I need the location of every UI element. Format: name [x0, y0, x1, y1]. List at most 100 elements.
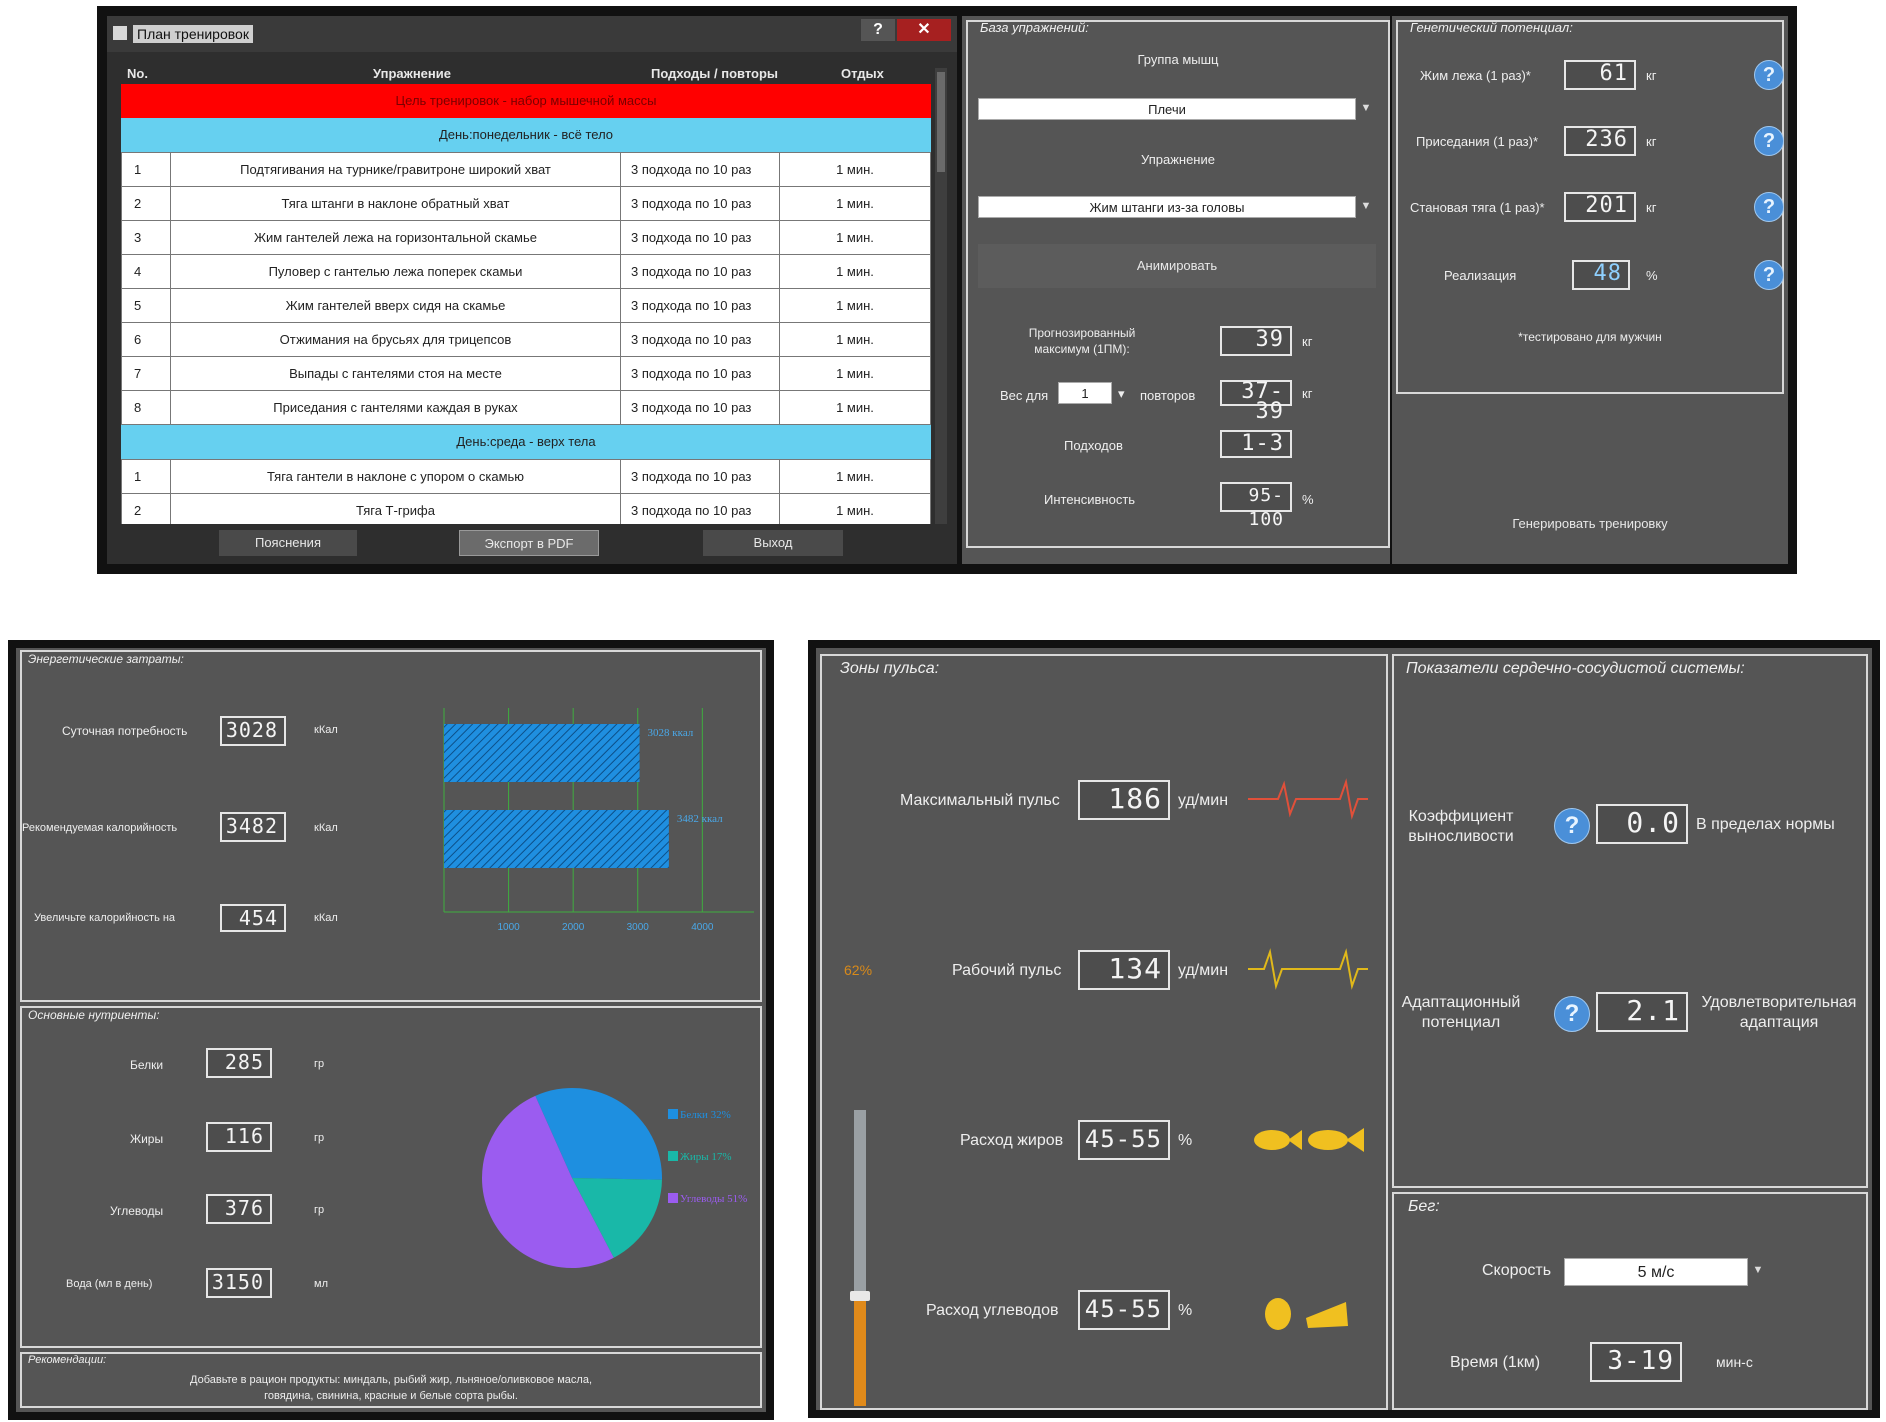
row-exercise: Тяга штанги в наклоне обратный хват — [170, 186, 621, 221]
row-sets: 3 подхода по 10 раз — [620, 459, 780, 494]
recommendations-title: Рекомендации: — [28, 1354, 107, 1366]
table-row[interactable]: 7 Выпады с гантелями стоя на месте 3 подхо… — [121, 356, 931, 391]
increase-label: Увеличьте калорийность на — [34, 912, 176, 924]
legend-label: Жиры 17% — [680, 1151, 732, 1163]
header-rest: Отдых — [841, 66, 884, 81]
water-display: 3150 — [206, 1268, 272, 1298]
help-icon[interactable]: ? — [1554, 808, 1590, 844]
title-bar: План тренировок ? ✕ — [107, 16, 957, 52]
carb-burn-unit: % — [1178, 1302, 1193, 1319]
exercise-select[interactable]: Жим штанги из-за головы — [978, 196, 1356, 218]
row-rest: 1 мин. — [779, 459, 931, 494]
pulse-slider-track[interactable] — [850, 1110, 870, 1406]
table-row[interactable]: 2 Тяга штанги в наклоне обратный хват 3 по… — [121, 186, 931, 221]
speed-select[interactable]: 5 м/с — [1564, 1258, 1748, 1286]
fat-burn-display: 45-55 — [1078, 1120, 1170, 1160]
work-pulse-unit: уд/мин — [1178, 962, 1229, 979]
cardio-window: Зоны пульса: Максимальный пульс 186 уд/м… — [816, 648, 1872, 1410]
squat-label: Приседания (1 раз)* — [1416, 134, 1539, 149]
pulse-slider-thumb[interactable] — [850, 1291, 870, 1302]
row-number: 8 — [121, 390, 171, 425]
pulse-zones-group — [820, 654, 1388, 1410]
genetic-panel: Генетический потенциал: Жим лежа (1 раз)… — [1392, 16, 1788, 564]
max-pulse-display: 186 — [1078, 780, 1170, 820]
row-rest: 1 мин. — [779, 356, 931, 391]
table-row[interactable]: 1 Подтягивания на турнике/гравитроне широ… — [121, 152, 931, 187]
fat-label: Жиры — [130, 1132, 164, 1146]
generate-workout-button[interactable]: Генерировать тренировку — [1396, 504, 1784, 544]
cardio-title: Показатели сердечно-сосудистой системы: — [1406, 660, 1745, 677]
x-tick-label: 4000 — [691, 922, 714, 933]
food-icon — [1265, 1298, 1348, 1330]
squat-display: 236 — [1564, 126, 1636, 156]
table-row[interactable]: 2 Тяга Т-грифа 3 подхода по 10 раз 1 мин. — [121, 493, 931, 524]
intensity-label: Интенсивность — [1044, 492, 1136, 507]
row-number: 4 — [121, 254, 171, 289]
stepper-arrow[interactable]: ▾ — [1118, 386, 1125, 401]
help-icon[interactable]: ? — [1754, 260, 1784, 290]
genetic-note: *тестировано для мужчин — [1518, 330, 1662, 344]
weight-reps-input[interactable]: 1 — [1058, 382, 1112, 404]
forecast-unit: кг — [1302, 334, 1313, 349]
table-row[interactable]: 4 Пуловер с гантелью лежа поперек скамьи 3… — [121, 254, 931, 289]
realization-display: 48 — [1572, 260, 1630, 290]
row-exercise: Подтягивания на турнике/гравитроне широк… — [170, 152, 621, 187]
table-scrollbar[interactable] — [935, 68, 947, 524]
help-icon[interactable]: ? — [1754, 126, 1784, 156]
recommended-display: 3482 — [220, 812, 286, 842]
nutrient-pie-chart: Белки 32% Жиры 17% Углеводы 51% — [482, 1088, 747, 1268]
chevron-down-icon[interactable]: ▼ — [1360, 102, 1372, 114]
adapt-display: 2.1 — [1596, 992, 1688, 1032]
realization-label: Реализация — [1444, 268, 1517, 283]
animate-button[interactable]: Анимировать — [978, 244, 1376, 288]
protein-unit: гр — [314, 1058, 325, 1070]
carb-burn-label: Расход углеводов — [926, 1302, 1059, 1319]
plan-table: Цель тренировок - набор мышечной массы Д… — [121, 84, 931, 524]
help-button[interactable]: ? — [861, 19, 895, 41]
legend-label: Белки 32% — [680, 1109, 731, 1121]
carbs-display: 376 — [206, 1194, 272, 1224]
fish-icon — [1254, 1128, 1364, 1152]
export-pdf-button[interactable]: Экспорт в PDF — [459, 530, 599, 556]
sets-label: Подходов — [1064, 438, 1123, 453]
recommended-unit: кКал — [314, 822, 338, 834]
recommendations-group — [20, 1352, 762, 1408]
exercise-base-title: База упражнений: — [980, 20, 1089, 35]
table-row[interactable]: 5 Жим гантелей вверх сидя на скамье 3 подх… — [121, 288, 931, 323]
row-rest: 1 мин. — [779, 254, 931, 289]
table-row[interactable]: 8 Приседания с гантелями каждая в руках 3 … — [121, 390, 931, 425]
legend-swatch — [668, 1193, 678, 1203]
table-row[interactable]: 6 Отжимания на брусьях для трицепсов 3 под… — [121, 322, 931, 357]
close-button[interactable]: ✕ — [897, 19, 951, 41]
protein-display: 285 — [206, 1048, 272, 1078]
row-sets: 3 подхода по 10 раз — [620, 254, 780, 289]
scrollbar-thumb[interactable] — [937, 72, 945, 172]
weight-display: 37-39 — [1220, 380, 1292, 423]
help-icon[interactable]: ? — [1754, 60, 1784, 90]
carbs-label: Углеводы — [110, 1204, 164, 1218]
help-icon[interactable]: ? — [1554, 996, 1590, 1032]
row-rest: 1 мин. — [779, 322, 931, 357]
increase-unit: кКал — [314, 912, 338, 924]
chevron-down-icon[interactable]: ▼ — [1360, 200, 1372, 212]
table-row[interactable]: 3 Жим гантелей лежа на горизонтальной ска… — [121, 220, 931, 255]
help-icon[interactable]: ? — [1754, 192, 1784, 222]
endurance-display: 0.0 — [1596, 804, 1688, 844]
row-exercise: Приседания с гантелями каждая в руках — [170, 390, 621, 425]
table-row[interactable]: 1 Тяга гантели в наклоне с упором о скамь… — [121, 459, 931, 494]
window-icon — [113, 26, 127, 40]
muscle-group-select[interactable]: Плечи — [978, 98, 1356, 120]
carbs-unit: гр — [314, 1204, 325, 1216]
fat-burn-label: Расход жиров — [960, 1132, 1064, 1149]
exit-button[interactable]: Выход — [703, 530, 843, 556]
header-exercise: Упражнение — [373, 66, 451, 81]
row-exercise: Тяга Т-грифа — [170, 493, 621, 524]
row-sets: 3 подхода по 10 раз — [620, 390, 780, 425]
forecast-display: 39 — [1220, 326, 1292, 356]
header-sets: Подходы / повторы — [651, 66, 779, 81]
explain-button[interactable]: Пояснения — [219, 530, 357, 556]
energy-title: Энергетические затраты: — [28, 652, 184, 666]
chevron-down-icon[interactable]: ▼ — [1752, 1264, 1764, 1276]
row-sets: 3 подхода по 10 раз — [620, 152, 780, 187]
day1-table: 1 Подтягивания на турнике/гравитроне широ… — [121, 152, 931, 425]
